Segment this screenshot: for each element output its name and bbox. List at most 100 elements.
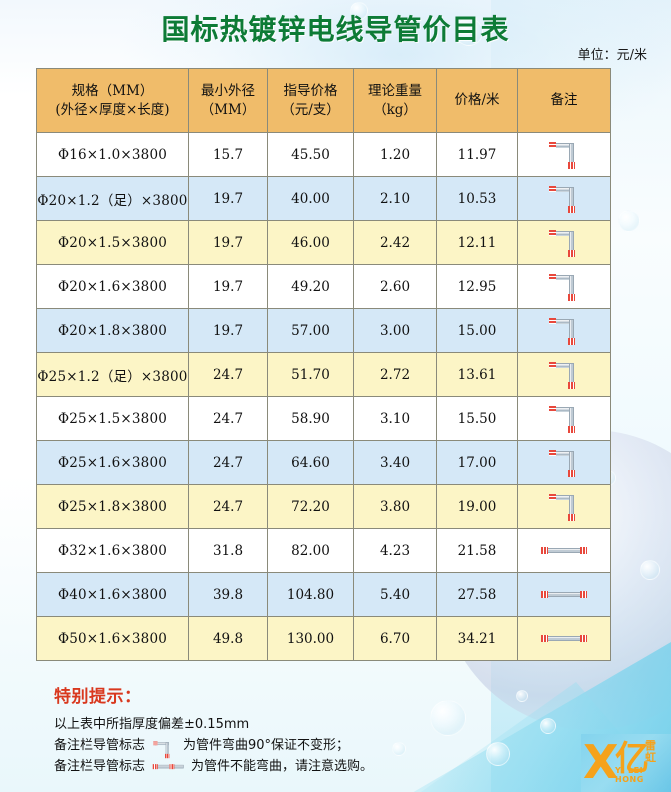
note-line-bend-prefix: 备注栏导管标志 [54, 738, 146, 754]
cell-spec: Φ20×1.2（足）×3800 [36, 176, 189, 221]
cell-spec: Φ16×1.0×3800 [36, 132, 189, 177]
cell-price-per-meter: 17.00 [436, 440, 518, 485]
cell-spec: Φ40×1.6×3800 [36, 572, 189, 617]
column-header-remark: 备注 [517, 68, 611, 133]
column-header-weight-line1: 理论重量 [368, 83, 422, 100]
bend-pipe-icon [517, 132, 611, 177]
cell-min-od: 15.7 [188, 132, 268, 177]
note-line-straight: 备注栏导管标志 为管件不能弯曲，请注意选购。 [54, 756, 373, 777]
cell-guide-price: 82.00 [267, 528, 354, 573]
background-bubble-small [540, 718, 556, 734]
cell-price-per-meter: 12.11 [436, 220, 518, 265]
note-line-thickness-text: 以上表中所指厚度偏差±0.15mm [54, 717, 250, 732]
column-header-weight-line2: （kg） [373, 101, 417, 118]
straight-pipe-icon [517, 616, 611, 661]
cell-weight: 3.10 [353, 396, 437, 441]
cell-min-od: 39.8 [188, 572, 268, 617]
column-header-price-per-meter-line1: 价格/米 [454, 92, 500, 109]
cell-price-per-meter: 27.58 [436, 572, 518, 617]
cell-weight: 3.40 [353, 440, 437, 485]
cell-price-per-meter: 15.00 [436, 308, 518, 353]
cell-min-od: 24.7 [188, 352, 268, 397]
header-row: 规格（MM） (外径×厚度×长度) 最小外径 （MM） 指导价格 （元/支） 理… [36, 68, 611, 133]
table-row: Φ50×1.6×3800 49.8 130.00 6.70 34.21 [36, 616, 611, 661]
cell-weight: 3.80 [353, 484, 437, 529]
cell-guide-price: 46.00 [267, 220, 354, 265]
cell-price-per-meter: 21.58 [436, 528, 518, 573]
cell-min-od: 31.8 [188, 528, 268, 573]
cell-weight: 4.23 [353, 528, 437, 573]
cell-weight: 2.10 [353, 176, 437, 221]
cell-weight: 2.72 [353, 352, 437, 397]
cell-price-per-meter: 13.61 [436, 352, 518, 397]
column-header-min-od: 最小外径 （MM） [188, 68, 268, 133]
cell-min-od: 19.7 [188, 176, 268, 221]
note-line-straight-prefix: 备注栏导管标志 [54, 759, 146, 775]
cell-price-per-meter: 12.95 [436, 264, 518, 309]
cell-min-od: 49.8 [188, 616, 268, 661]
table-row: Φ20×1.2（足）×3800 19.7 40.00 2.10 10.53 [36, 176, 611, 221]
cell-min-od: 24.7 [188, 396, 268, 441]
cell-min-od: 19.7 [188, 220, 268, 265]
cell-spec: Φ25×1.8×3800 [36, 484, 189, 529]
logo-mark-cn: 雷虹 [645, 739, 656, 764]
cell-guide-price: 40.00 [267, 176, 354, 221]
column-header-guide-price-line1: 指导价格 [283, 83, 338, 100]
background-bubble-small [618, 210, 640, 232]
cell-spec: Φ20×1.5×3800 [36, 220, 189, 265]
table-row: Φ25×1.6×3800 24.7 64.60 3.40 17.00 [36, 440, 611, 485]
table-row: Φ32×1.6×3800 31.8 82.00 4.23 21.58 [36, 528, 611, 573]
background-bubble-small [640, 560, 660, 580]
bend-pipe-icon [517, 440, 611, 485]
cell-min-od: 24.7 [188, 484, 268, 529]
background-bubble-small [392, 742, 406, 756]
note-line-straight-suffix: 为管件不能弯曲，请注意选购。 [191, 759, 374, 775]
column-header-price-per-meter: 价格/米 [436, 68, 518, 133]
cell-weight: 2.42 [353, 220, 437, 265]
straight-pipe-icon [517, 572, 611, 617]
column-header-min-od-line2: （MM） [200, 101, 256, 118]
notes-title: 特别提示： [54, 687, 142, 707]
table-row: Φ20×1.8×3800 19.7 57.00 3.00 15.00 [36, 308, 611, 353]
logo-mark-x: X [583, 735, 619, 789]
cell-guide-price: 130.00 [267, 616, 354, 661]
column-header-spec: 规格（MM） (外径×厚度×长度) [36, 68, 189, 133]
bend-pipe-icon [517, 352, 611, 397]
company-logo: X 亿 雷虹 YI LEI HONG [581, 734, 671, 792]
cell-price-per-meter: 11.97 [436, 132, 518, 177]
table-row: Φ16×1.0×3800 15.7 45.50 1.20 11.97 [36, 132, 611, 177]
page-title: 国标热镀锌电线导管价目表 [161, 13, 510, 46]
cell-spec: Φ20×1.8×3800 [36, 308, 189, 353]
cell-spec: Φ25×1.5×3800 [36, 396, 189, 441]
cell-guide-price: 45.50 [267, 132, 354, 177]
column-header-guide-price: 指导价格 （元/支） [267, 68, 354, 133]
note-line-bend-suffix: 为管件弯曲90°保证不变形； [183, 738, 350, 754]
background-bubble-small [486, 742, 510, 766]
bend-pipe-icon [517, 396, 611, 441]
bend-pipe-icon [152, 737, 176, 759]
table-body: Φ16×1.0×3800 15.7 45.50 1.20 11.97 Φ20×1.2（足）… [36, 132, 611, 661]
cell-price-per-meter: 10.53 [436, 176, 518, 221]
notes-section: 特别提示： 以上表中所指厚度偏差±0.15mm 备注栏导管标志 为管件弯曲90°… [54, 682, 373, 777]
cell-guide-price: 104.80 [267, 572, 354, 617]
bend-pipe-icon [517, 220, 611, 265]
cell-weight: 6.70 [353, 616, 437, 661]
column-header-guide-price-line2: （元/支） [281, 101, 340, 118]
cell-min-od: 19.7 [188, 308, 268, 353]
table-header: 规格（MM） (外径×厚度×长度) 最小外径 （MM） 指导价格 （元/支） 理… [36, 68, 611, 133]
column-header-min-od-line1: 最小外径 [201, 83, 255, 100]
table-row: Φ20×1.5×3800 19.7 46.00 2.42 12.11 [36, 220, 611, 265]
logo-background [581, 734, 671, 792]
cell-weight: 3.00 [353, 308, 437, 353]
background-bubble-small [430, 700, 466, 736]
bend-pipe-icon [517, 176, 611, 221]
table-row: Φ25×1.8×3800 24.7 72.20 3.80 19.00 [36, 484, 611, 529]
price-table: 规格（MM） (外径×厚度×长度) 最小外径 （MM） 指导价格 （元/支） 理… [36, 68, 611, 661]
cell-guide-price: 58.90 [267, 396, 354, 441]
column-header-spec-line2: (外径×厚度×长度) [55, 101, 170, 118]
cell-weight: 1.20 [353, 132, 437, 177]
cell-price-per-meter: 34.21 [436, 616, 518, 661]
background-bubble-small [455, 18, 483, 46]
logo-mark-yi: 亿 [615, 739, 649, 779]
